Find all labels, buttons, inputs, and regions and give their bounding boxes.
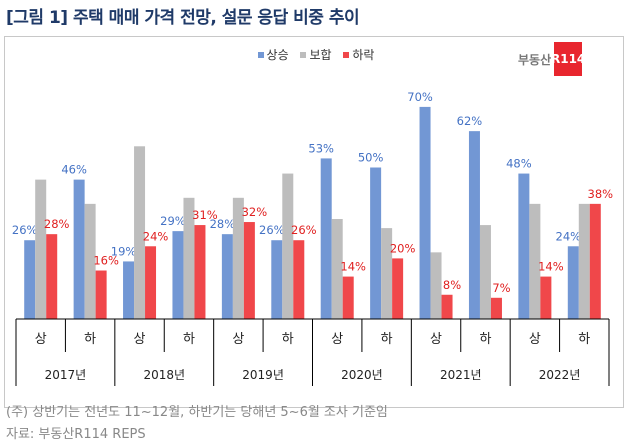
data-label: 50% <box>358 151 384 165</box>
half-tick-label: 상 <box>331 332 343 347</box>
bar-flat <box>35 179 47 319</box>
bar-fall <box>342 276 354 319</box>
bar-rise <box>370 167 382 319</box>
half-tick-label: 상 <box>529 332 541 347</box>
half-tick-label: 하 <box>479 332 491 347</box>
bar-flat <box>232 197 244 319</box>
bar-flat <box>331 219 343 319</box>
half-tick-label: 상 <box>232 332 244 347</box>
half-tick-label: 하 <box>183 332 195 347</box>
bar-flat <box>479 225 491 319</box>
legend: 상승 보합 하락 <box>0 46 632 63</box>
bar-fall <box>392 258 404 319</box>
bar-rise <box>172 231 184 319</box>
bar-rise <box>518 173 530 319</box>
half-tick-label: 상 <box>430 332 442 347</box>
logo-badge: R114 <box>551 42 585 76</box>
figure-title: [그림 1] 주택 매매 가격 전망, 설문 응답 비중 추이 <box>6 8 360 28</box>
bar-fall <box>293 240 305 319</box>
half-tick-label: 하 <box>282 332 294 347</box>
data-label: 32% <box>242 205 268 219</box>
bar-rise <box>271 240 283 319</box>
data-label: 19% <box>111 244 137 258</box>
year-tick-label: 2021년 <box>440 368 482 382</box>
data-label: 8% <box>443 278 461 292</box>
bar-rise <box>419 106 431 320</box>
legend-item-flat: 보합 <box>300 46 332 63</box>
legend-swatch-fall <box>343 52 350 58</box>
logo-text: 부동산 <box>518 52 552 67</box>
half-tick-label: 상 <box>134 332 146 347</box>
data-label: 48% <box>506 157 532 171</box>
bar-fall <box>441 294 453 319</box>
legend-item-rise: 상승 <box>257 46 289 63</box>
data-label: 26% <box>291 223 317 237</box>
r114-logo: 부동산 R114 <box>518 42 585 76</box>
data-label: 46% <box>61 163 87 177</box>
data-label: 26% <box>12 223 38 237</box>
bar-flat <box>282 173 294 319</box>
legend-swatch-rise <box>257 52 264 58</box>
data-label: 16% <box>93 254 119 268</box>
chart-frame <box>4 36 624 408</box>
year-tick-label: 2017년 <box>45 368 87 382</box>
source-note: 자료: 부동산R114 REPS <box>6 427 146 442</box>
data-label: 7% <box>492 281 510 295</box>
data-label: 14% <box>340 260 366 274</box>
bar-fall <box>589 203 601 319</box>
data-label: 38% <box>588 187 614 201</box>
data-label: 62% <box>457 114 483 128</box>
legend-item-fall: 하락 <box>343 46 374 63</box>
data-label: 14% <box>538 260 564 274</box>
data-label: 28% <box>210 217 236 231</box>
bar-rise <box>24 240 36 319</box>
bar-rise <box>221 234 233 319</box>
bar-fall <box>540 276 552 319</box>
year-tick-label: 2020년 <box>341 368 383 382</box>
bar-rise <box>320 158 332 319</box>
bar-rise <box>123 261 135 319</box>
bar-flat <box>84 203 96 319</box>
bar-fall <box>95 270 107 319</box>
bar-fall <box>194 225 206 319</box>
bar-flat <box>430 252 442 319</box>
data-label: 20% <box>390 241 416 255</box>
data-label: 28% <box>44 217 70 231</box>
half-tick-label: 하 <box>381 332 393 347</box>
data-label: 24% <box>143 229 169 243</box>
data-label: 26% <box>259 223 285 237</box>
footnote: (주) 상반기는 전년도 11~12월, 하반기는 당해년 5~6월 조사 기준… <box>6 405 388 420</box>
bar-flat <box>578 203 590 319</box>
legend-label: 상승 <box>266 48 289 62</box>
year-tick-label: 2018년 <box>143 368 185 382</box>
bar-fall <box>145 246 157 319</box>
bar-rise <box>73 179 85 319</box>
bar-rise <box>468 131 480 319</box>
year-tick-label: 2022년 <box>539 368 581 382</box>
data-label: 29% <box>160 214 186 228</box>
legend-label: 하락 <box>352 48 375 62</box>
bar-flat <box>134 146 146 319</box>
data-label: 24% <box>556 229 582 243</box>
bar-fall <box>490 297 502 319</box>
year-tick-label: 2019년 <box>242 368 284 382</box>
data-label: 31% <box>192 208 218 222</box>
data-label: 70% <box>407 90 433 104</box>
half-tick-label: 하 <box>84 332 96 347</box>
bar-flat <box>183 197 195 319</box>
legend-swatch-flat <box>300 52 307 58</box>
bar-rise <box>567 246 579 319</box>
legend-label: 보합 <box>309 48 332 62</box>
bar-fall <box>243 222 255 319</box>
data-label: 53% <box>308 141 334 155</box>
bar-flat <box>381 228 393 319</box>
bar-fall <box>46 234 58 319</box>
half-tick-label: 상 <box>35 332 47 347</box>
half-tick-label: 하 <box>578 332 590 347</box>
bar-flat <box>529 203 541 319</box>
